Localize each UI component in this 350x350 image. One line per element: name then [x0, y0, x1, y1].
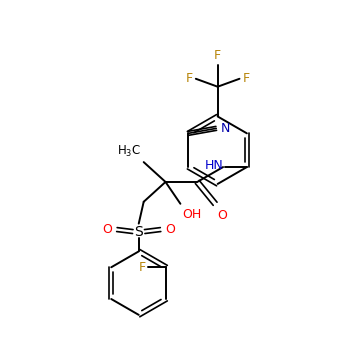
Text: HN: HN [204, 159, 223, 172]
Text: O: O [166, 223, 175, 236]
Text: F: F [186, 72, 193, 85]
Text: OH: OH [182, 208, 202, 221]
Text: O: O [217, 209, 227, 222]
Text: N: N [221, 122, 231, 135]
Text: F: F [243, 72, 250, 85]
Text: S: S [134, 225, 143, 239]
Text: F: F [214, 49, 221, 62]
Text: F: F [138, 261, 145, 274]
Text: H$_3$C: H$_3$C [117, 144, 141, 159]
Text: O: O [102, 223, 112, 236]
